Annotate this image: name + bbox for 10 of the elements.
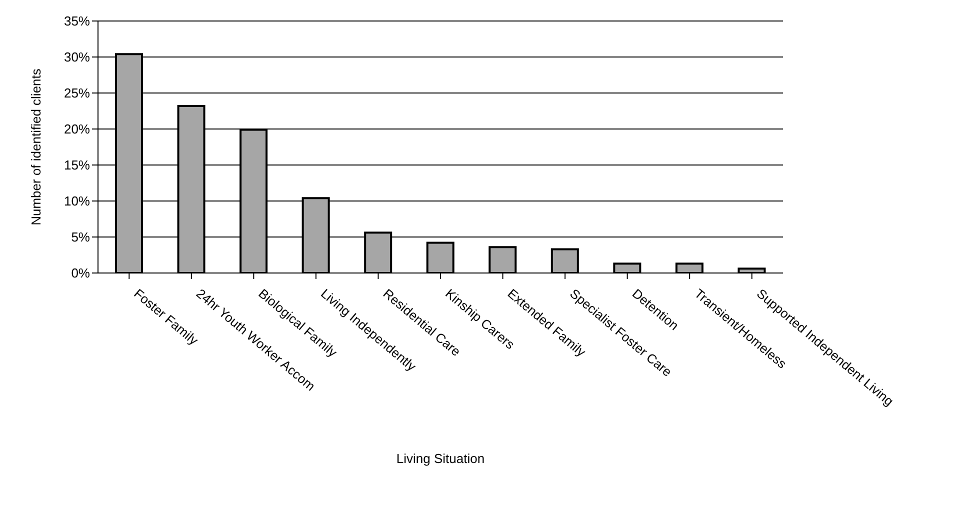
y-tick-label: 5%	[71, 230, 90, 245]
y-tick-label: 30%	[64, 50, 90, 65]
y-tick-label: 35%	[64, 14, 90, 29]
y-tick-label: 25%	[64, 86, 90, 101]
y-tick-label: 0%	[71, 266, 90, 281]
x-axis-title: Living Situation	[396, 451, 485, 466]
y-tick-label: 20%	[64, 122, 90, 137]
y-axis-title: Number of identified clients	[28, 68, 44, 226]
y-tick-label: 15%	[64, 158, 90, 173]
y-tick-label: 10%	[64, 194, 90, 209]
